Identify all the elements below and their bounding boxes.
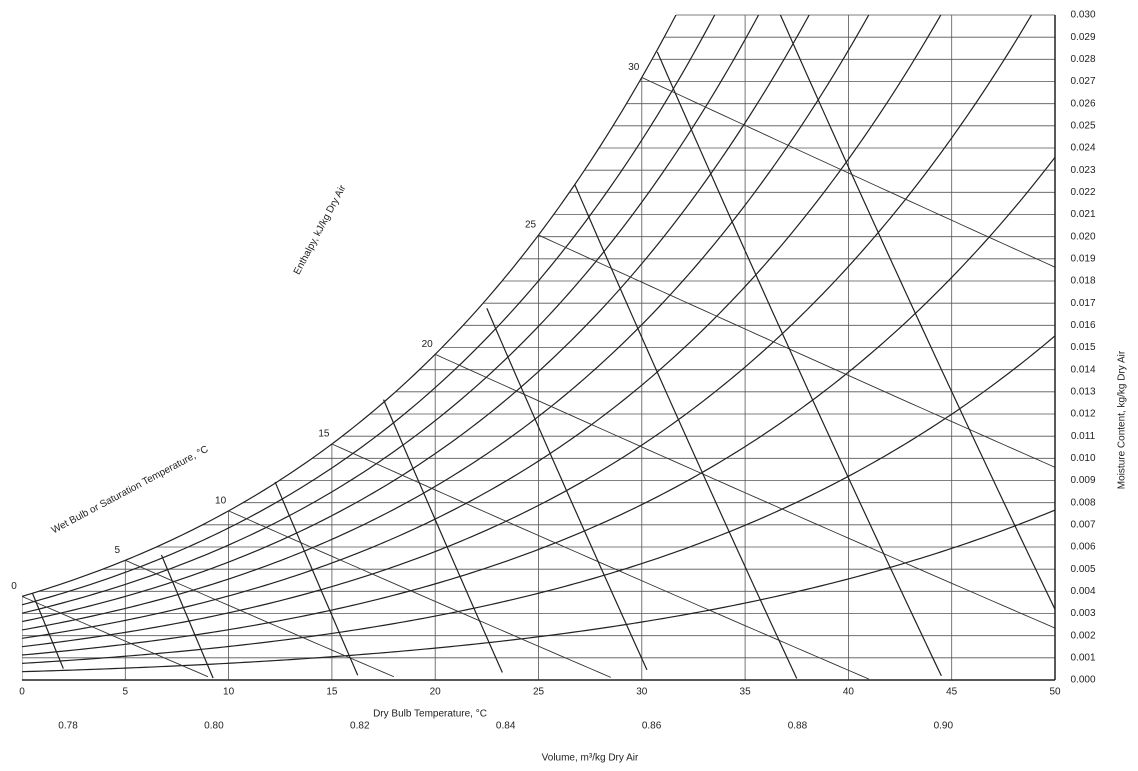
- y-tick-label: 0.029: [1070, 32, 1095, 43]
- wet-bulb-label: 15: [318, 429, 330, 440]
- y-tick-label: 0.003: [1070, 608, 1095, 619]
- x-axis-title: Dry Bulb Temperature, °C: [373, 709, 487, 720]
- x-tick-label: 50: [1049, 687, 1061, 698]
- volume-title: Volume, m³/kg Dry Air: [542, 753, 639, 764]
- wet-bulb-label: 10: [215, 496, 227, 507]
- rh-curve: [22, 15, 716, 606]
- rh-curve: [22, 15, 810, 623]
- y-tick-label: 0.023: [1070, 165, 1095, 176]
- y-tick-label: 0.021: [1070, 209, 1095, 220]
- volume-label: 0.82: [350, 721, 370, 732]
- wet-bulb-line: [228, 510, 611, 678]
- y-tick-label: 0.013: [1070, 386, 1095, 397]
- x-tick-label: 0: [19, 687, 25, 698]
- volume-label: 0.90: [934, 721, 954, 732]
- wet-bulb-label: 20: [422, 339, 434, 350]
- volume-line: [31, 592, 64, 669]
- y-tick-label: 0.005: [1070, 564, 1095, 575]
- wet-bulb-title: Wet Bulb or Saturation Temperature, °C: [50, 444, 211, 536]
- rh-curve: [22, 156, 1055, 656]
- x-tick-label: 30: [636, 687, 648, 698]
- y-tick-label: 0.000: [1070, 675, 1095, 686]
- wet-bulb-line: [435, 353, 1055, 629]
- y-tick-label: 0.012: [1070, 409, 1095, 420]
- y-tick-label: 0.015: [1070, 342, 1095, 353]
- y-tick-label: 0.020: [1070, 231, 1095, 242]
- y-tick-label: 0.027: [1070, 76, 1095, 87]
- curves: [22, 15, 1055, 680]
- x-tick-label: 20: [430, 687, 442, 698]
- volume-label: 0.88: [788, 721, 808, 732]
- y-tick-label: 0.014: [1070, 364, 1095, 375]
- y-tick-label: 0.030: [1070, 10, 1095, 21]
- y-tick-label: 0.010: [1070, 453, 1095, 464]
- wet-bulb-line: [22, 595, 209, 678]
- wet-bulb-label: 30: [628, 62, 640, 73]
- wet-bulb-label: 0: [11, 581, 17, 592]
- volume-label: 0.78: [58, 721, 78, 732]
- y-tick-label: 0.011: [1071, 431, 1096, 442]
- wet-bulb-line: [641, 77, 1055, 268]
- y-tick-label: 0.018: [1070, 276, 1095, 287]
- volume-line: [160, 554, 214, 679]
- labels: 0 5 10 15 20 25 30 35 40 45 500.0000.0010.0020.003…: [11, 10, 1096, 732]
- x-tick-label: 25: [533, 687, 545, 698]
- x-tick-label: 40: [843, 687, 855, 698]
- rh-curve: [22, 15, 870, 631]
- x-tick-label: 5: [123, 687, 129, 698]
- rh-curve: [22, 509, 1055, 673]
- rh-curve: [22, 15, 942, 639]
- x-tick-label: 10: [223, 687, 235, 698]
- rh-curve: [22, 15, 760, 614]
- y-tick-label: 0.007: [1070, 519, 1095, 530]
- wet-bulb-line: [125, 559, 395, 678]
- y-tick-label: 0.016: [1070, 320, 1095, 331]
- rh-curve: [22, 15, 1033, 648]
- enthalpy-title: Enthalpy, kJ/kg Dry Air: [292, 183, 349, 277]
- wet-bulb-line: [331, 443, 870, 680]
- y-tick-label: 0.001: [1070, 652, 1095, 663]
- y-tick-label: 0.017: [1070, 298, 1095, 309]
- y-tick-label: 0.002: [1070, 630, 1095, 641]
- y-tick-label: 0.024: [1070, 143, 1095, 154]
- y-tick-label: 0.006: [1070, 542, 1095, 553]
- y-tick-label: 0.022: [1070, 187, 1095, 198]
- x-tick-label: 35: [740, 687, 752, 698]
- volume-label: 0.84: [496, 721, 516, 732]
- volume-label: 0.86: [642, 721, 662, 732]
- y-tick-label: 0.026: [1070, 98, 1095, 109]
- wet-bulb-label: 25: [525, 220, 537, 231]
- volume-label: 0.80: [204, 721, 224, 732]
- volume-line: [656, 51, 942, 677]
- y-tick-label: 0.009: [1070, 475, 1095, 486]
- volume-line: [486, 308, 648, 671]
- volume-line: [779, 15, 1055, 610]
- y-tick-label: 0.019: [1070, 253, 1095, 264]
- y-axis-title: Moisture Content, kg/kg Dry Air: [1117, 350, 1128, 489]
- wet-bulb-line: [538, 234, 1055, 468]
- rh-curve: [22, 335, 1055, 664]
- x-tick-label: 15: [326, 687, 338, 698]
- x-tick-label: 45: [946, 687, 958, 698]
- volume-line: [574, 184, 798, 679]
- y-tick-label: 0.008: [1070, 497, 1095, 508]
- volume-line: [274, 481, 359, 676]
- wet-bulb-label: 5: [115, 545, 121, 556]
- volume-line: [382, 399, 503, 673]
- y-tick-label: 0.004: [1070, 586, 1095, 597]
- y-tick-label: 0.028: [1070, 54, 1095, 65]
- y-tick-label: 0.025: [1070, 120, 1095, 131]
